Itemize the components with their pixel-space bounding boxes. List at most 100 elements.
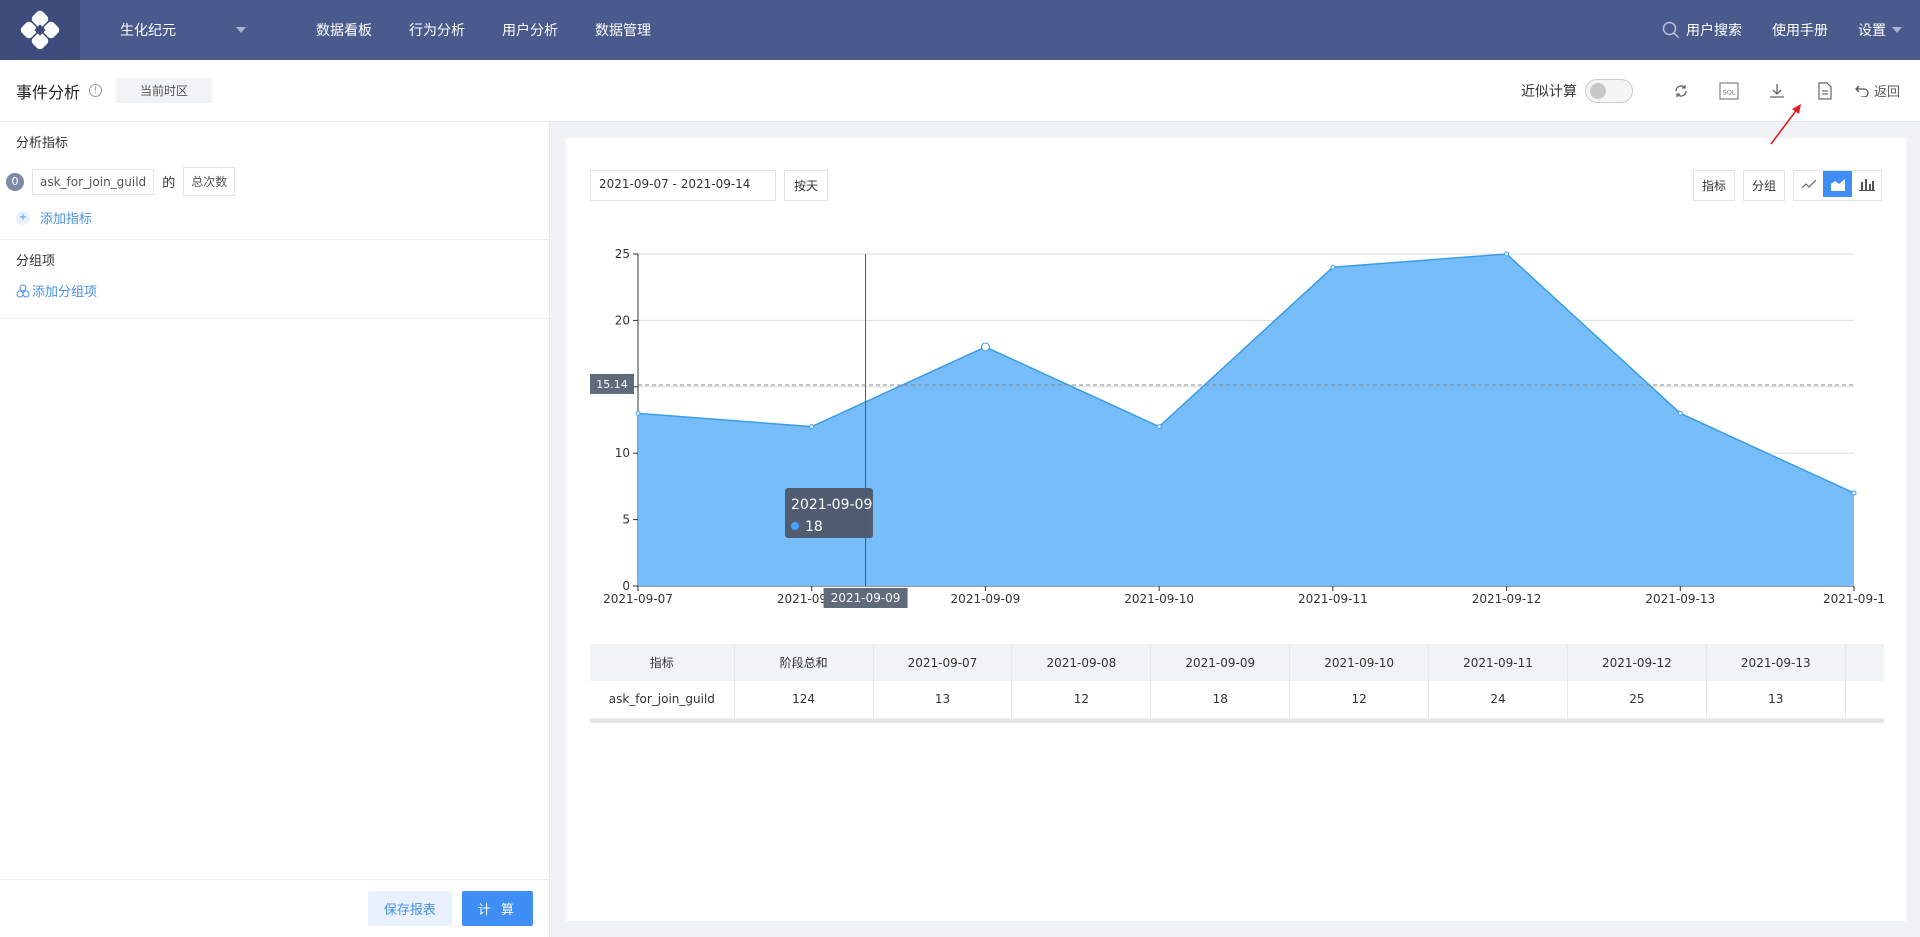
- area-chart-icon: [1830, 179, 1845, 191]
- data-point: [1851, 490, 1857, 496]
- back-button[interactable]: 返回: [1855, 81, 1900, 100]
- event-select[interactable]: ask_for_join_guild: [32, 168, 155, 195]
- table-header-cell: 阶段总和: [734, 644, 874, 681]
- nav-links: 数据看板 行为分析 用户分析 数据管理: [316, 20, 651, 40]
- average-label: 15.14: [596, 378, 628, 391]
- area-chart[interactable]: 051015202515.142021-09-072021-09-082021-…: [566, 228, 1906, 628]
- result-card: 2021-09-07 - 2021-09-14 按天 指标 分组: [566, 138, 1906, 921]
- annotation-arrow-icon: [1770, 104, 1801, 145]
- area-chart-button[interactable]: [1823, 171, 1852, 197]
- granularity-select[interactable]: 按天: [784, 170, 829, 201]
- bar-chart-icon: [1858, 179, 1875, 191]
- settings-menu[interactable]: 设置: [1858, 20, 1902, 40]
- project-selector[interactable]: 生化纪元: [120, 20, 246, 40]
- data-point: [1330, 264, 1336, 270]
- approx-calc-label: 近似计算: [1520, 83, 1577, 100]
- series-line: [637, 253, 1855, 494]
- logo[interactable]: [0, 0, 80, 60]
- data-point: [980, 342, 990, 352]
- average-label-box: [590, 373, 634, 394]
- refresh-button[interactable]: [1657, 83, 1705, 99]
- y-tick-label: 0: [622, 579, 630, 593]
- chart-type-switch: [1793, 170, 1882, 201]
- user-search-label: 用户搜索: [1686, 23, 1742, 39]
- table-header-cell: 2021-09-12: [1567, 644, 1707, 681]
- download-button[interactable]: [1753, 83, 1801, 99]
- save-report-button[interactable]: 保存报表: [367, 891, 452, 926]
- date-range-picker[interactable]: 2021-09-07 - 2021-09-14: [590, 170, 776, 201]
- table-cell: 13: [873, 681, 1013, 719]
- table-cell: 13: [1706, 681, 1846, 719]
- manual-link[interactable]: 使用手册: [1772, 20, 1828, 40]
- chevron-down-icon: [1892, 27, 1902, 33]
- table-cell: 12: [1011, 681, 1152, 719]
- search-icon: [1662, 21, 1680, 39]
- table-cell: 124: [734, 681, 874, 719]
- tooltip-value: 18: [805, 519, 823, 535]
- metric-filter-button[interactable]: 指标: [1692, 170, 1735, 201]
- x-tick-label: 2021-09-09: [951, 592, 1021, 606]
- divider: [0, 318, 549, 319]
- table-cell: 25: [1567, 681, 1707, 719]
- document-icon: [1818, 81, 1832, 100]
- table-header-cell: 指标: [590, 644, 735, 681]
- group-section-title: 分组项: [16, 254, 56, 269]
- nav-link-data[interactable]: 数据管理: [595, 23, 651, 39]
- timezone-badge[interactable]: 当前时区: [116, 78, 213, 103]
- settings-label: 设置: [1858, 23, 1886, 39]
- user-search[interactable]: 用户搜索: [1662, 20, 1742, 40]
- group-icon: [16, 284, 30, 297]
- sql-icon: SQL: [1719, 81, 1739, 100]
- nav-link-dashboard[interactable]: 数据看板: [316, 23, 372, 39]
- nav-link-users[interactable]: 用户分析: [502, 23, 558, 39]
- data-point: [635, 410, 641, 416]
- table-header-cell: 2021-09-13: [1706, 644, 1846, 681]
- table-header-cell: 2021-09-: [1845, 644, 1884, 681]
- add-group-button[interactable]: 添加分组项: [0, 279, 549, 312]
- table-header-cell: 2021-09-11: [1428, 644, 1568, 681]
- table-cell: 18: [1150, 681, 1291, 719]
- area-fill: [638, 254, 1854, 586]
- info-icon[interactable]: !: [89, 84, 103, 97]
- group-filter-button[interactable]: 分组: [1742, 170, 1785, 201]
- nav-link-behavior[interactable]: 行为分析: [409, 23, 465, 39]
- y-tick-label: 10: [615, 446, 630, 460]
- calculate-button[interactable]: 计 算: [461, 891, 533, 926]
- data-point: [1504, 251, 1510, 257]
- table-header-cell: 2021-09-10: [1289, 644, 1430, 681]
- sub-header: 事件分析 ! 当前时区 近似计算 SQL: [0, 60, 1920, 122]
- report-button[interactable]: [1801, 81, 1849, 100]
- table-cell: 12: [1289, 681, 1430, 719]
- axis-pointer-box: [823, 588, 908, 608]
- x-tick-label: 2021-09-12: [1472, 592, 1542, 606]
- metrics-section-title: 分析指标: [16, 136, 69, 151]
- add-metric-button[interactable]: + 添加指标: [0, 196, 549, 239]
- approx-calc-toggle[interactable]: [1584, 78, 1633, 103]
- chart-controls: 指标 分组: [1692, 170, 1882, 201]
- download-icon: [1769, 83, 1784, 98]
- x-tick-label: 2021-09-10: [1124, 592, 1194, 606]
- divider: [0, 239, 549, 240]
- line-chart-icon: [1801, 179, 1816, 189]
- metric-index: 0: [6, 172, 24, 191]
- table-cell: ask_for_join_guild: [590, 681, 735, 719]
- aggregation-select[interactable]: 总次数: [183, 167, 236, 196]
- bar-chart-button[interactable]: [1852, 171, 1881, 197]
- table-body: ask_for_join_guild124131218122425137: [590, 681, 1884, 719]
- plus-icon: +: [16, 210, 30, 225]
- add-group-label: 添加分组项: [32, 285, 98, 300]
- table-header-cell: 2021-09-08: [1011, 644, 1152, 681]
- refresh-icon: [1675, 84, 1687, 97]
- data-table: 指标 阶段总和 2021-09-07 2021-09-08 2021-09-09 2021…: [590, 644, 1884, 723]
- back-label: 返回: [1873, 85, 1900, 100]
- y-tick-label: 20: [615, 313, 630, 327]
- chevron-down-icon: [236, 27, 246, 33]
- y-tick-label: 5: [622, 513, 630, 527]
- left-panel: 分析指标 0 ask_for_join_guild 的 总次数 + 添加指标 分…: [0, 122, 550, 937]
- svg-text:SQL: SQL: [1723, 88, 1736, 96]
- table-cell: 7: [1845, 681, 1884, 719]
- tooltip-date: 2021-09-09: [791, 497, 872, 513]
- data-point: [1677, 410, 1683, 416]
- sql-button[interactable]: SQL: [1705, 81, 1753, 100]
- line-chart-button[interactable]: [1794, 171, 1823, 197]
